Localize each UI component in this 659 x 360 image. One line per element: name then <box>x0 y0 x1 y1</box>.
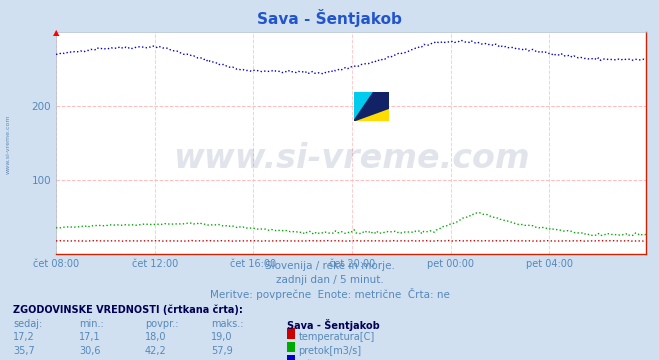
Polygon shape <box>354 108 389 121</box>
Text: 42,2: 42,2 <box>145 346 167 356</box>
Text: Slovenija / reke in morje.: Slovenija / reke in morje. <box>264 261 395 271</box>
Text: www.si-vreme.com: www.si-vreme.com <box>5 114 11 174</box>
Text: zadnji dan / 5 minut.: zadnji dan / 5 minut. <box>275 275 384 285</box>
Text: 57,9: 57,9 <box>211 346 233 356</box>
Text: 30,6: 30,6 <box>79 346 101 356</box>
Text: Meritve: povprečne  Enote: metrične  Črta: ne: Meritve: povprečne Enote: metrične Črta:… <box>210 288 449 300</box>
Text: povpr.:: povpr.: <box>145 319 179 329</box>
Text: Sava - Šentjakob: Sava - Šentjakob <box>257 9 402 27</box>
Text: ZGODOVINSKE VREDNOSTI (črtkana črta):: ZGODOVINSKE VREDNOSTI (črtkana črta): <box>13 304 243 315</box>
Text: 18,0: 18,0 <box>145 332 167 342</box>
Text: 17,2: 17,2 <box>13 332 35 342</box>
Text: 17,1: 17,1 <box>79 332 101 342</box>
Text: maks.:: maks.: <box>211 319 243 329</box>
Text: temperatura[C]: temperatura[C] <box>299 332 375 342</box>
Text: sedaj:: sedaj: <box>13 319 42 329</box>
Text: www.si-vreme.com: www.si-vreme.com <box>173 142 529 175</box>
Text: 35,7: 35,7 <box>13 346 35 356</box>
Polygon shape <box>354 92 389 121</box>
Text: pretok[m3/s]: pretok[m3/s] <box>299 346 362 356</box>
Text: 19,0: 19,0 <box>211 332 233 342</box>
Text: ▲: ▲ <box>53 28 59 37</box>
Text: Sava - Šentjakob: Sava - Šentjakob <box>287 319 380 330</box>
Text: min.:: min.: <box>79 319 104 329</box>
Polygon shape <box>354 92 389 121</box>
